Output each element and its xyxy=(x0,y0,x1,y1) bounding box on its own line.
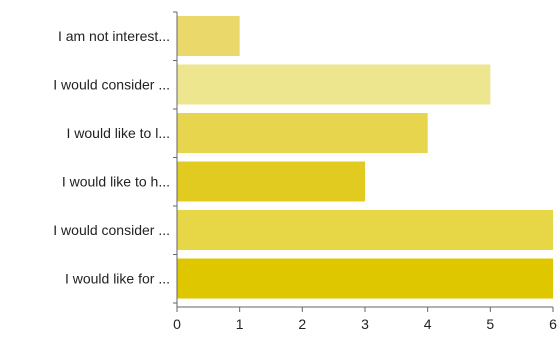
x-tick-label: 0 xyxy=(173,316,181,332)
x-tick-label: 1 xyxy=(236,316,244,332)
category-labels: I am not interest... I would consider ...… xyxy=(53,28,170,287)
category-label: I would consider ... xyxy=(53,222,170,238)
bar xyxy=(177,113,428,153)
category-label: I would like to h... xyxy=(62,174,170,190)
bar xyxy=(177,161,365,202)
x-tick-label: 3 xyxy=(361,316,369,332)
x-tick-label: 6 xyxy=(549,316,557,332)
category-label: I would consider ... xyxy=(53,77,170,93)
category-label: I would like for ... xyxy=(65,271,170,287)
category-label: I would like to l... xyxy=(67,125,171,141)
bar xyxy=(177,64,491,105)
x-tick-label: 2 xyxy=(298,316,306,332)
x-tick-label: 5 xyxy=(486,316,494,332)
x-axis-ticks: 0 1 2 3 4 5 6 xyxy=(173,11,557,332)
bar xyxy=(177,258,553,299)
bar xyxy=(177,16,240,56)
bars-group xyxy=(177,16,553,299)
category-label: I am not interest... xyxy=(58,28,170,44)
x-tick-label: 4 xyxy=(424,316,432,332)
bar xyxy=(177,210,553,250)
